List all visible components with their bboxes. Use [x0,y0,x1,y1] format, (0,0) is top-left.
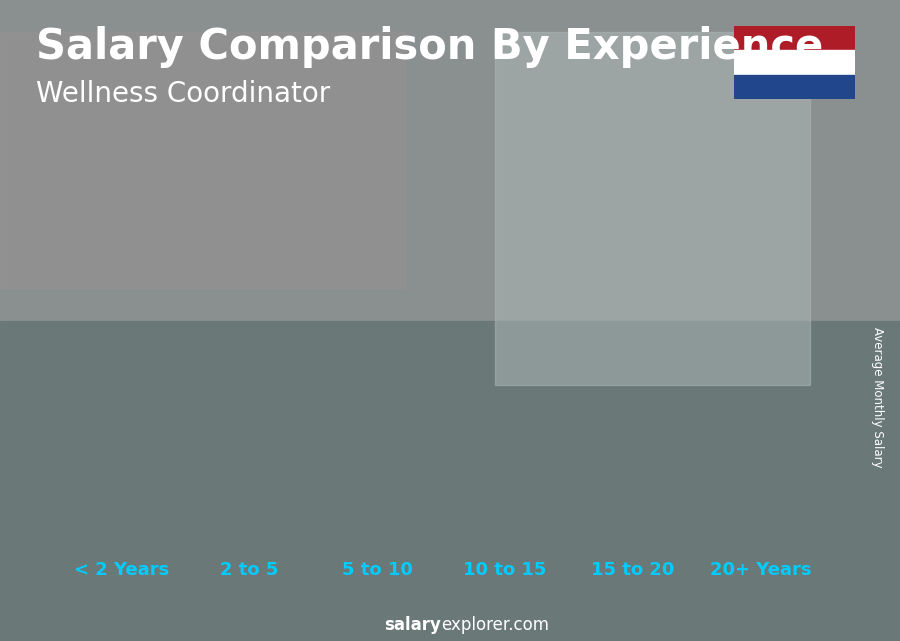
Bar [734,50,855,75]
Bar [0,320,900,641]
Text: salary: salary [384,616,441,634]
Text: Salary Comparison By Experience: Salary Comparison By Experience [36,26,824,68]
Bar [495,32,810,385]
Text: 4,920 EUR: 4,920 EUR [338,389,416,403]
Text: 3,330 EUR: 3,330 EUR [211,448,288,461]
Text: Average Monthly Salary: Average Monthly Salary [871,327,884,468]
Bar [338,378,416,570]
Text: 6,530 EUR: 6,530 EUR [594,330,671,343]
Bar [0,0,900,320]
Text: +9%: +9% [551,278,596,296]
Text: 5,990 EUR: 5,990 EUR [466,350,543,363]
Polygon shape [288,440,297,570]
Bar [338,378,348,570]
Polygon shape [416,378,425,570]
Bar [466,336,476,570]
Text: 7,070 EUR: 7,070 EUR [722,310,798,323]
Bar [734,75,855,99]
Polygon shape [670,315,680,570]
Bar [466,336,544,570]
Text: 5 to 10: 5 to 10 [342,562,412,579]
Text: +22%: +22% [417,292,474,310]
Bar [594,315,604,570]
Bar [722,294,798,570]
Text: Wellness Coordinator: Wellness Coordinator [36,80,330,108]
Polygon shape [544,336,552,570]
Text: < 2 Years: < 2 Years [74,562,169,579]
Bar [84,473,160,570]
Text: +48%: +48% [289,337,347,355]
Text: explorer.com: explorer.com [441,616,549,634]
Text: +34%: +34% [161,408,219,426]
Bar [84,473,93,570]
Bar [722,294,731,570]
Polygon shape [798,294,807,570]
Text: 20+ Years: 20+ Years [709,562,811,579]
Bar [734,26,855,50]
Text: 2 to 5: 2 to 5 [220,562,279,579]
Text: 2,490 EUR: 2,490 EUR [84,479,160,492]
Text: +8%: +8% [678,261,724,279]
Bar [0,32,405,288]
Polygon shape [160,473,169,570]
Text: 15 to 20: 15 to 20 [591,562,674,579]
Text: 10 to 15: 10 to 15 [464,562,546,579]
Bar [212,440,288,570]
Bar [594,315,670,570]
Bar [212,440,220,570]
